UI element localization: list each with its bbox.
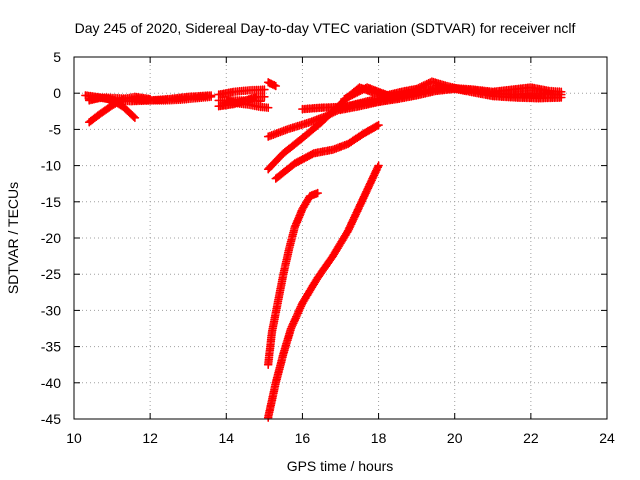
series-arc-o <box>336 83 471 115</box>
y-tick-label: 0 <box>53 85 61 101</box>
x-tick-label: 14 <box>218 430 234 446</box>
y-tick-label: -45 <box>41 411 61 427</box>
y-tick-label: -35 <box>41 339 61 355</box>
x-tick-label: 10 <box>66 430 82 446</box>
x-tick-label: 18 <box>371 430 387 446</box>
x-tick-label: 20 <box>447 430 463 446</box>
series-arc-e <box>214 85 269 99</box>
x-axis-label: GPS time / hours <box>287 458 394 474</box>
x-tick-label: 22 <box>523 430 539 446</box>
series-arc-q <box>263 161 383 422</box>
y-tick-label: -10 <box>41 158 61 174</box>
y-tick-label: 5 <box>53 49 61 65</box>
series-arc-p <box>263 188 322 369</box>
y-tick-label: -15 <box>41 194 61 210</box>
x-tick-label: 24 <box>599 430 615 446</box>
y-tick-label: -30 <box>41 302 61 318</box>
series-arc-l <box>271 120 383 183</box>
y-axis-label: SDTVAR / TECUs <box>5 182 21 294</box>
y-tick-label: -25 <box>41 266 61 282</box>
x-tick-label: 12 <box>142 430 158 446</box>
series-arc-h <box>222 96 273 112</box>
y-tick-label: -40 <box>41 375 61 391</box>
series-arc-d <box>84 93 140 123</box>
x-tick-label: 16 <box>295 430 311 446</box>
y-tick-label: -20 <box>41 230 61 246</box>
y-tick-label: -5 <box>49 121 62 137</box>
data-series <box>81 77 566 422</box>
series-arc-i <box>263 78 281 91</box>
x-axis-ticks: 10 12 14 16 18 20 22 24 <box>66 57 615 446</box>
y-axis-ticks: 5 0 -5 -10 -15 -20 -25 -30 -35 -40 -45 <box>41 49 607 427</box>
chart-title: Day 245 of 2020, Sidereal Day-to-day VTE… <box>75 20 576 36</box>
